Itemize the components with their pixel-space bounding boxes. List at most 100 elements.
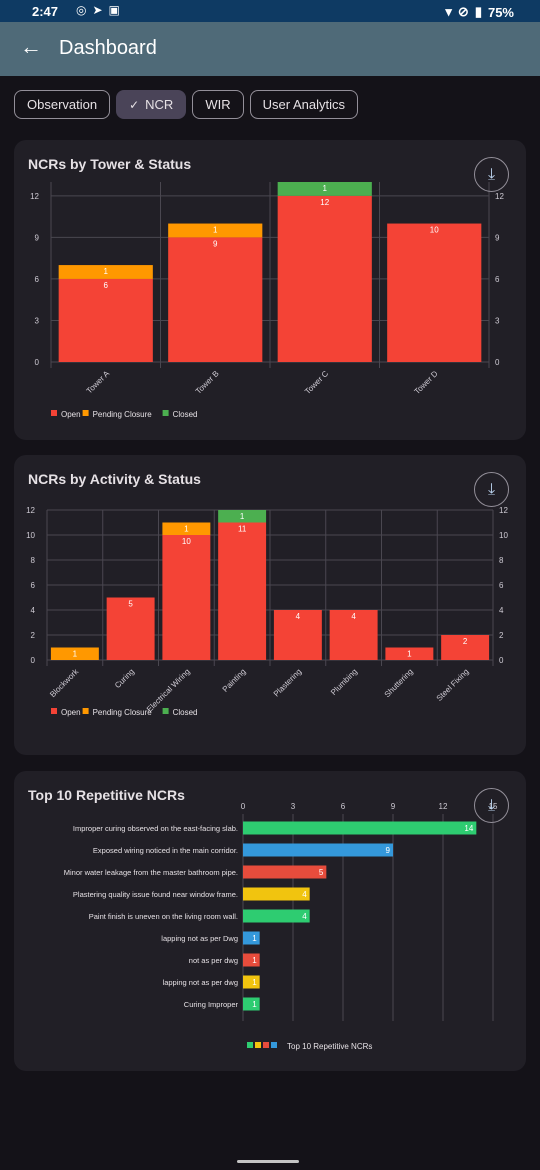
tab-wir[interactable]: WIR [192,90,244,119]
legend-swatch [255,1042,261,1048]
whatsapp-icon: ◎ [76,3,87,17]
y-tick-label: 9 [35,233,40,242]
gallery-icon: ▣ [108,3,120,17]
bar [385,647,434,660]
data-label: 5 [128,600,133,609]
bar [243,953,260,967]
data-label: 1 [104,267,109,276]
battery-percent: 75% [487,4,514,20]
bar [273,610,322,660]
y-tick-label: 0 [35,358,40,367]
tab-label: WIR [205,97,231,112]
bar [218,522,267,660]
download-icon[interactable]: ⤓ [474,472,509,507]
x-tick-label: 3 [291,802,296,811]
y-tick-label: 3 [495,316,500,325]
app-bar: ← Dashboard [0,22,540,76]
legend-label: Open [61,410,81,419]
y-tick-label: 8 [31,556,36,565]
data-label: 1 [184,525,189,534]
bar [218,510,267,523]
tab-ncr[interactable]: ✓ NCR [116,90,187,119]
data-label: 10 [182,537,191,546]
legend-swatch [82,410,89,416]
x-tick-label: Electrical Wiring [145,667,192,714]
y-tick-label: Improper curing observed on the east-fac… [73,824,238,833]
y-tick-label: 12 [30,192,39,201]
bar [441,635,490,660]
legend-label: Pending Closure [93,410,153,419]
x-tick-label: Tower D [413,369,440,396]
bar [162,522,211,535]
data-label: 1 [407,650,412,659]
chart-title: NCRs by Activity & Status [28,471,201,487]
x-tick-label: Plumbing [329,667,359,697]
bar [243,975,260,989]
y-tick-label: Minor water leakage from the master bath… [64,868,238,877]
repetitive-ncr-card: 0 3 6 9 12 15 14 Improper curing observed on th… [14,771,526,1071]
legend-label: Closed [173,410,198,419]
data-label: 1 [252,956,257,965]
arrow-left-icon[interactable]: ← [20,34,42,59]
bar [329,610,378,660]
x-tick-label: Plastering [272,667,304,699]
data-label: 4 [351,612,356,621]
x-tick-label: Steel Fixing [435,667,471,703]
tower-status-card: 0 0 3 3 6 6 9 9 12 12 6 1 Tower A 9 1 Tower B 12 1 Tower C… [14,140,526,440]
y-tick-label: 0 [495,358,500,367]
status-time: 2:47 [32,4,59,19]
bar [243,997,260,1011]
legend-swatch [82,708,89,714]
bar [168,237,263,362]
legend-label: Open [61,708,81,717]
page-title: Dashboard [59,37,157,59]
bar [387,223,482,362]
legend-swatch [51,410,57,416]
download-icon[interactable]: ⤓ [474,788,509,823]
tab-user-analytics[interactable]: User Analytics [249,90,358,119]
bar [58,278,153,362]
bar [243,931,260,945]
gesture-nav-handle[interactable] [237,1160,299,1163]
legend-swatch [51,708,57,714]
legend-swatch [263,1042,269,1048]
tab-observation[interactable]: Observation [14,90,111,119]
bar [277,195,372,362]
status-right: ▾ ⊘ ▮ 75% [445,4,514,20]
y-tick-label: 4 [31,606,36,615]
y-tick-label: 0 [31,656,36,665]
y-tick-label: 12 [499,506,508,515]
y-tick-label: lapping not as per Dwg [161,934,238,943]
bar [168,223,263,238]
data-label: 1 [323,184,328,193]
data-label: 4 [296,612,301,621]
y-tick-label: 10 [499,531,508,540]
data-label: 9 [213,239,218,248]
x-tick-label: Tower A [85,369,112,396]
y-tick-label: 6 [35,275,40,284]
download-icon[interactable]: ⤓ [474,157,509,192]
bar [243,909,310,923]
y-tick-label: 6 [31,581,36,590]
check-icon: ✓ [129,97,140,112]
y-tick-label: 2 [31,631,36,640]
tower-status-chart: 0 0 3 3 6 6 9 9 12 12 6 1 Tower A 9 1 Tower B 12 1 Tower C… [30,182,504,419]
y-tick-label: 12 [495,192,504,201]
x-tick-label: Shuttering [383,667,415,699]
data-label: 9 [386,846,391,855]
x-tick-label: 12 [439,802,448,811]
legend-swatch [271,1042,277,1048]
y-tick-label: 6 [495,275,500,284]
y-tick-label: Curing Improper [184,1000,239,1009]
data-label: 1 [213,226,218,235]
bar [243,843,393,857]
data-label: 1 [240,512,245,521]
data-label: 4 [302,912,307,921]
x-tick-label: Tower C [303,369,330,396]
bar [58,265,153,279]
tab-bar: Observation ✓ NCR WIR User Analytics [14,90,358,119]
bar [243,865,327,879]
wifi-icon: ▾ [445,4,452,19]
x-tick-label: 6 [341,802,346,811]
